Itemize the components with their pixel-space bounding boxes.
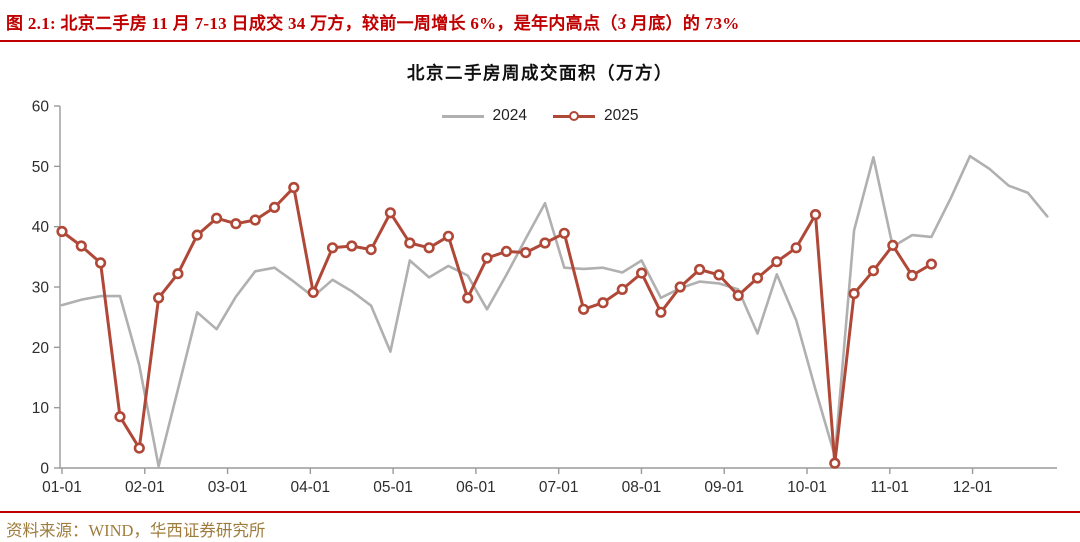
- source-note: 资料来源：WIND，华西证券研究所: [6, 521, 266, 540]
- x-tick-label: 05-01: [373, 479, 413, 496]
- y-tick-label: 0: [40, 461, 49, 478]
- legend-2025-circle-marker-icon: [569, 111, 579, 121]
- x-tick-label: 02-01: [125, 479, 165, 496]
- series-2025-point: [230, 218, 242, 230]
- series-2025-point: [829, 457, 841, 469]
- series-2025-point: [75, 240, 87, 252]
- series-2025-point: [346, 240, 358, 252]
- series-2025-point: [520, 247, 532, 259]
- series-2025-point: [307, 286, 319, 299]
- x-tick-label: 10-01: [787, 479, 827, 496]
- y-tick-label: 20: [32, 340, 50, 357]
- x-tick-label: 07-01: [539, 479, 579, 496]
- chart-title: 北京二手房周成交面积（万方）: [407, 63, 673, 83]
- series-2025-point: [211, 212, 223, 224]
- series-2025-point: [732, 289, 744, 302]
- series-2025-point: [423, 242, 435, 254]
- y-tick-label: 30: [32, 280, 50, 297]
- series-2025-point: [153, 292, 165, 304]
- series-2025-point: [172, 268, 184, 280]
- top-divider: [0, 40, 1080, 42]
- series-2025-point: [133, 442, 145, 454]
- series-2025-point: [481, 252, 493, 264]
- series-2025-point: [442, 230, 455, 242]
- series-2025-point: [925, 258, 938, 270]
- series-2025-point: [191, 229, 203, 241]
- y-tick-label: 50: [32, 159, 50, 176]
- series-2025-point: [635, 267, 648, 279]
- series-2025-point: [268, 201, 281, 213]
- bottom-divider: [0, 511, 1080, 513]
- series-2025-point: [500, 245, 513, 257]
- x-tick-label: 01-01: [42, 479, 82, 496]
- x-tick-label: 09-01: [704, 479, 744, 496]
- legend-2025-line-swatch: [553, 111, 595, 121]
- legend-2025-label: 2025: [604, 107, 639, 124]
- series-2025-point: [848, 288, 860, 300]
- series-2025-point: [462, 292, 474, 304]
- series-2025-point: [655, 306, 667, 318]
- series-2025-point: [56, 225, 68, 238]
- legend-item-2025: 2025: [553, 107, 638, 125]
- series-2025-point: [867, 265, 880, 277]
- series-2025-point: [771, 256, 783, 268]
- series-2025-point: [114, 411, 126, 423]
- series-2025-line: [60, 186, 933, 465]
- series-2025-point: [597, 297, 609, 309]
- x-tick-label: 11-01: [871, 479, 910, 496]
- figure-caption: 图 2.1: 北京二手房 11 月 7-13 日成交 34 万方，较前一周增长 …: [6, 14, 740, 33]
- y-tick-label: 60: [32, 99, 50, 116]
- series-2025-point: [887, 239, 899, 251]
- x-tick-label: 03-01: [208, 479, 248, 496]
- x-tick-label: 08-01: [622, 479, 662, 496]
- series-2025-point: [326, 242, 339, 254]
- y-tick-label: 10: [32, 400, 50, 417]
- legend-item-2024: 2024: [441, 107, 527, 125]
- series-2025-point: [809, 209, 822, 221]
- series-2025-point: [693, 263, 706, 276]
- legend: 2024 2025: [0, 105, 1080, 127]
- series-2025-point: [384, 207, 397, 219]
- series-2025-point: [288, 181, 300, 194]
- series-2025-point: [906, 269, 918, 282]
- series-2025-point: [674, 281, 686, 293]
- series-2025-point: [94, 257, 107, 269]
- legend-2024-line-swatch: [441, 114, 484, 118]
- series-2025-point: [404, 237, 416, 249]
- series-2025-point: [249, 214, 261, 226]
- legend-2024-label: 2024: [492, 107, 527, 124]
- series-2024-line: [60, 154, 1049, 468]
- series-2025-point: [751, 272, 764, 284]
- series-2025-point: [577, 303, 590, 315]
- x-tick-label: 06-01: [456, 479, 496, 496]
- series-2025-point: [713, 269, 725, 281]
- series-2025-point: [539, 237, 551, 249]
- x-tick-label: 04-01: [291, 479, 331, 496]
- x-tick-label: 12-01: [953, 479, 993, 496]
- axis-frame: [59, 106, 1057, 469]
- series-2025-point: [790, 242, 802, 254]
- series-2025-point: [616, 283, 628, 296]
- series-2025-point: [365, 244, 377, 256]
- series-2025-point: [558, 227, 570, 239]
- y-tick-label: 40: [32, 219, 50, 236]
